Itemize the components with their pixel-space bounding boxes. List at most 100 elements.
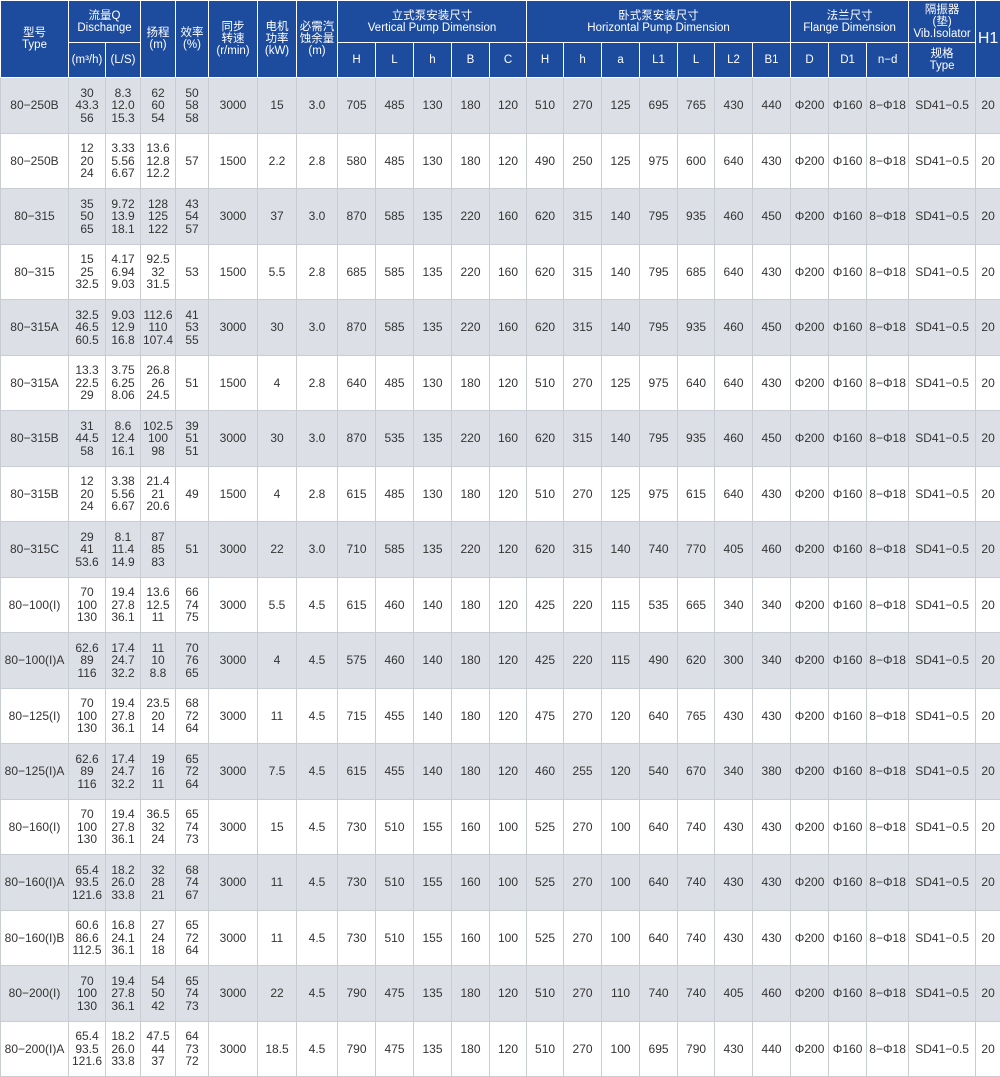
table-cell: Φ200 <box>791 744 829 800</box>
table-cell: 8−Φ18 <box>867 910 909 966</box>
table-cell: 640 <box>640 855 678 911</box>
table-cell: 770 <box>678 522 715 578</box>
text-line: 89 <box>69 765 105 778</box>
table-cell: 475 <box>376 1021 414 1077</box>
table-cell: 340 <box>715 577 753 633</box>
text-line: 110 <box>141 321 175 334</box>
table-cell: 460 <box>753 522 791 578</box>
table-cell: 8−Φ18 <box>867 688 909 744</box>
table-cell: 425 <box>527 577 564 633</box>
table-cell: 8−Φ18 <box>867 189 909 245</box>
table-cell: 3000 <box>209 78 258 134</box>
table-cell: SD41−0.5 <box>909 633 976 689</box>
header-subcell: H <box>338 43 376 78</box>
text-line: 74 <box>176 876 208 889</box>
table-cell: SD41−0.5 <box>909 855 976 911</box>
text-line: 13.6 <box>141 142 175 155</box>
text-line: (m³/h) <box>69 54 105 66</box>
table-cell: 490 <box>527 133 564 189</box>
table-cell: 160 <box>490 300 527 356</box>
table-cell: 460 <box>376 577 414 633</box>
text-line: 10 <box>141 654 175 667</box>
table-cell: 670 <box>678 744 715 800</box>
table-cell: 3000 <box>209 411 258 467</box>
table-cell: Φ160 <box>829 855 867 911</box>
table-cell: 460 <box>715 411 753 467</box>
text-line: B1 <box>753 54 790 66</box>
text-line: (垫) <box>909 16 975 28</box>
table-cell: 315 <box>564 411 602 467</box>
table-cell: Φ160 <box>829 688 867 744</box>
table-cell: 3000 <box>209 522 258 578</box>
text-line: 31.5 <box>141 278 175 291</box>
table-cell: 8−Φ18 <box>867 133 909 189</box>
table-cell: 4.5 <box>297 744 338 800</box>
table-cell: 250 <box>564 133 602 189</box>
table-cell: 4.5 <box>297 633 338 689</box>
table-cell: 20 <box>976 633 1000 689</box>
table-cell: 585 <box>376 300 414 356</box>
table-cell: 80−315 <box>1 244 69 300</box>
text-line: 隔振器 <box>909 4 975 16</box>
text-line: 15 <box>69 253 105 266</box>
table-cell: Φ200 <box>791 522 829 578</box>
header-subcell: L <box>678 43 715 78</box>
table-cell: SD41−0.5 <box>909 466 976 522</box>
table-cell: 8−Φ18 <box>867 244 909 300</box>
table-cell: 115 <box>602 633 640 689</box>
text-line: 11 <box>141 778 175 791</box>
table-cell: SD41−0.5 <box>909 577 976 633</box>
table-cell: 380 <box>753 744 791 800</box>
table-cell: 765 <box>678 688 715 744</box>
text-line: 36.1 <box>106 611 140 624</box>
table-cell: Φ200 <box>791 1021 829 1077</box>
text-line: H1 <box>976 33 1000 45</box>
table-cell: 120 <box>490 133 527 189</box>
header-cell: 扬程(m) <box>141 1 176 78</box>
table-cell: 270 <box>564 466 602 522</box>
table-cell: 315 <box>564 522 602 578</box>
table-cell: 1500 <box>209 355 258 411</box>
text-line: L <box>376 54 413 66</box>
table-cell: 685 <box>338 244 376 300</box>
table-cell: 440 <box>753 78 791 134</box>
table-cell: 510 <box>376 910 414 966</box>
table-cell: 20 <box>976 522 1000 578</box>
text-line: D1 <box>829 54 866 66</box>
table-cell: 160 <box>452 799 490 855</box>
table-cell: 3000 <box>209 577 258 633</box>
table-cell: 110 <box>602 966 640 1022</box>
text-line: 60.6 <box>69 919 105 932</box>
table-cell: 430 <box>715 855 753 911</box>
table-cell: 430 <box>753 244 791 300</box>
table-cell: 80−315A <box>1 355 69 411</box>
table-cell: 475 <box>376 966 414 1022</box>
table-cell: 1500 <box>209 133 258 189</box>
table-cell: 20 <box>976 78 1000 134</box>
text-line: 效率 <box>176 27 208 39</box>
table-cell: 80−315A <box>1 300 69 356</box>
table-cell: 15 <box>258 799 297 855</box>
